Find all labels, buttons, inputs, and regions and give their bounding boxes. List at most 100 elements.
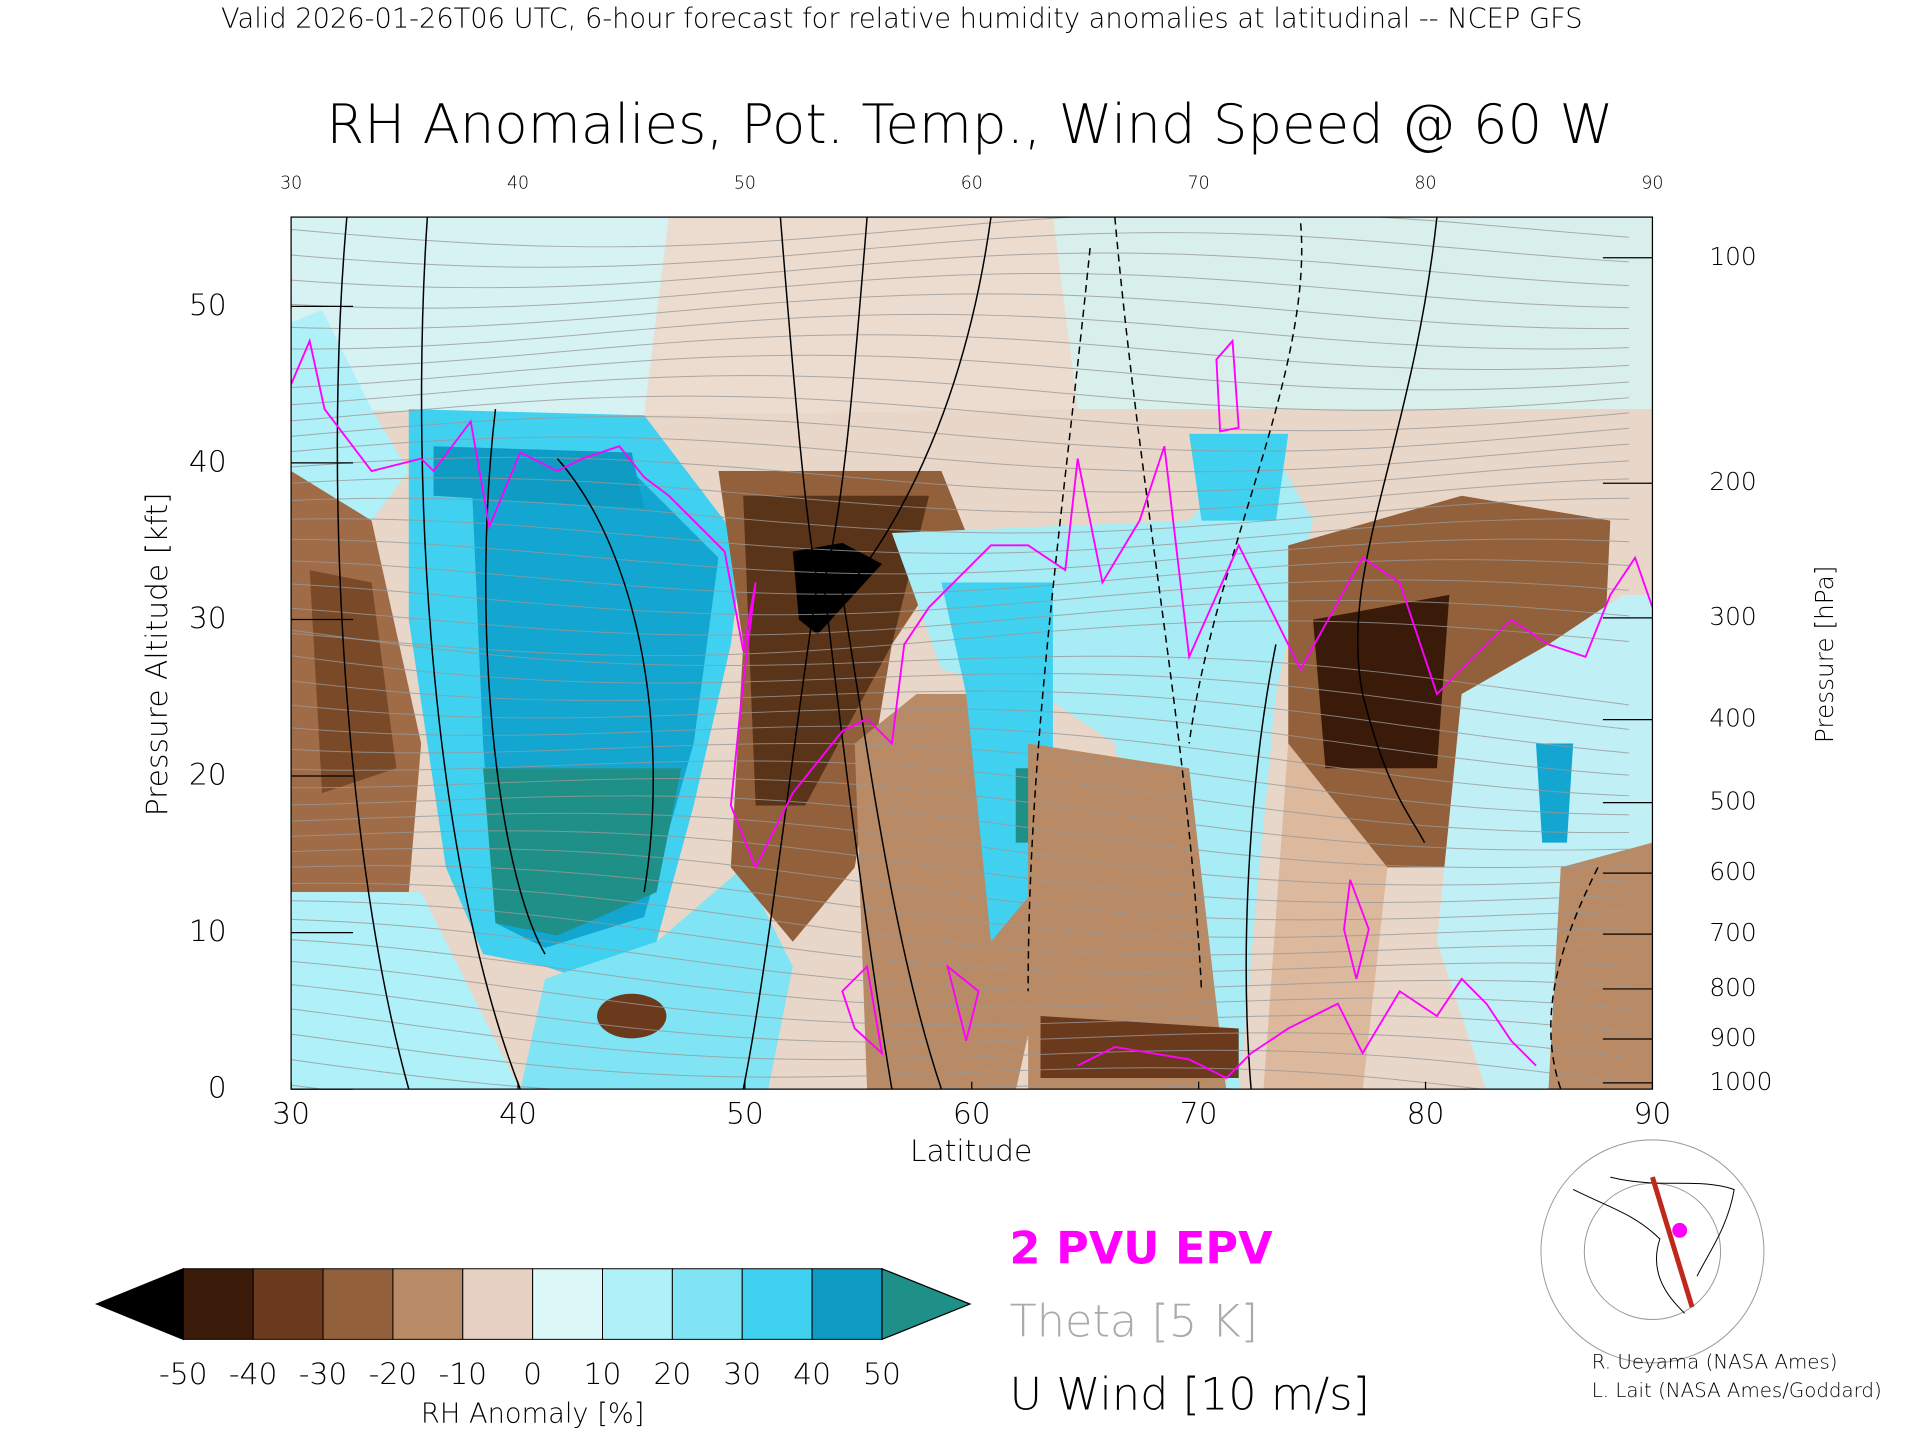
x-tick-label: 30 [272, 1097, 310, 1132]
y-tick-label: 40 [189, 444, 227, 479]
theta-line [291, 743, 1629, 816]
theta-line [291, 939, 1629, 1010]
colorbar-bin [252, 1268, 324, 1340]
theta-line [291, 812, 1629, 886]
x-axis-label: Latitude [910, 1134, 1032, 1169]
theta-line [291, 375, 1629, 411]
theta-line [291, 232, 1629, 268]
theta-line [291, 680, 1629, 754]
y-tick-label: 20 [189, 758, 227, 793]
theta-line [291, 725, 1629, 797]
theta-line [291, 830, 1629, 903]
theta-line [291, 272, 1629, 309]
theta-line [291, 777, 1629, 851]
colorbar-bin [602, 1268, 673, 1340]
theta-line [291, 456, 1629, 493]
y2-axis-label: Pressure [hPa] [1810, 566, 1839, 744]
theta-line [291, 900, 1629, 973]
colorbar-tick-label: 30 [723, 1357, 761, 1392]
colorbar-bin [392, 1268, 464, 1340]
theta-line [291, 918, 1629, 991]
x-top-tick-label: 60 [961, 174, 983, 194]
chart-title: RH Anomalies, Pot. Temp., Wind Speed @ 6… [326, 92, 1613, 156]
x-tick-label: 80 [1407, 1097, 1445, 1132]
theta-line [291, 882, 1629, 956]
y-tick-label: 10 [189, 914, 227, 949]
y-tick-label: 30 [189, 601, 227, 636]
y2-tick-label: 100 [1709, 242, 1756, 271]
colorbar-bin [532, 1268, 604, 1340]
y2-tick-label: 500 [1709, 787, 1756, 816]
colorbar-tick-label: 10 [584, 1357, 622, 1392]
theta-line [291, 620, 1629, 657]
colorbar: -50 -40 -30 -20 -10 0 10 20 30 40 50 [94, 1267, 972, 1392]
theta-line [291, 579, 1629, 616]
x-top-tick-label: 90 [1641, 174, 1663, 194]
colorbar-tick-label: 40 [793, 1357, 831, 1392]
y2-tick-label: 900 [1709, 1023, 1756, 1052]
colorbar-bin [182, 1268, 254, 1340]
y2-tick-label: 200 [1709, 467, 1756, 496]
y2-tick-label: 700 [1709, 918, 1756, 947]
header: Valid 2026-01-26T06 UTC, 6-hour forecast… [221, 4, 1583, 35]
x-tick-label: 50 [726, 1097, 764, 1132]
colorbar-tick-label: -50 [159, 1357, 208, 1392]
wind-contours [336, 217, 1599, 1090]
y-tick-label: 50 [189, 288, 227, 323]
colorbar-tick-label: -20 [369, 1357, 418, 1392]
map-inset [1540, 1139, 1765, 1364]
theta-line [291, 1008, 1629, 1084]
legend-entry: Theta [5 K] [1010, 1295, 1258, 1347]
theta-line [291, 497, 1629, 534]
colorbar-tick-label: 50 [863, 1357, 901, 1392]
y-axis-label: Pressure Altitude [kft] [140, 492, 175, 816]
colorbar-extension-high [881, 1267, 972, 1341]
legend-entry: 2 PVU EPV [1010, 1222, 1274, 1274]
colorbar-bin [811, 1268, 883, 1340]
theta-line [291, 559, 1629, 595]
theta-line [291, 984, 1629, 1059]
theta-line [291, 518, 1629, 554]
y2-tick-label: 300 [1709, 602, 1756, 631]
theta-line [291, 1033, 1486, 1090]
x-top-tick-label: 50 [734, 174, 756, 194]
theta-line [291, 760, 1629, 834]
theta-line [291, 538, 1629, 575]
legend-entry: U Wind [10 m/s] [1010, 1369, 1370, 1421]
colorbar-tick-label: -30 [299, 1357, 348, 1392]
theta-line [291, 477, 1629, 514]
colorbar-label: RH Anomaly [%] [421, 1398, 644, 1429]
y-tick-label: 0 [208, 1071, 227, 1106]
theta-line [291, 293, 1629, 330]
theta-line [291, 416, 1629, 452]
theta-line [291, 436, 1629, 473]
y2-tick-label: 400 [1709, 704, 1756, 733]
theta-line [291, 1059, 1245, 1090]
rh-field [291, 217, 1653, 1090]
theta-contours [291, 217, 1629, 1090]
x-tick-label: 90 [1634, 1097, 1672, 1132]
colorbar-tick-label: -10 [439, 1357, 488, 1392]
y2-tick-label: 1000 [1709, 1067, 1772, 1096]
credit: L. Lait (NASA Ames/Goddard) [1592, 1379, 1882, 1402]
theta-line [291, 354, 1629, 391]
x-top-tick-label: 30 [280, 174, 302, 194]
y2-tick-label: 600 [1709, 857, 1756, 886]
colorbar-bin [741, 1268, 813, 1340]
theta-line [291, 960, 1629, 1034]
theta-line [291, 847, 1629, 921]
theta-line [291, 629, 1629, 706]
x-tick-label: 60 [953, 1097, 991, 1132]
colorbar-tick-label: -40 [229, 1357, 278, 1392]
colorbar-extension-low [94, 1267, 184, 1341]
colorbar-tick-label: 0 [523, 1357, 542, 1392]
x-tick-label: 40 [499, 1097, 537, 1132]
credit: R. Ueyama (NASA Ames) [1592, 1350, 1838, 1373]
theta-line [291, 313, 1629, 350]
x-tick-label: 70 [1180, 1097, 1218, 1132]
x-top-tick-label: 40 [507, 174, 529, 194]
theta-line [291, 395, 1629, 432]
colorbar-bin [671, 1268, 743, 1340]
x-top-tick-label: 80 [1415, 174, 1437, 194]
